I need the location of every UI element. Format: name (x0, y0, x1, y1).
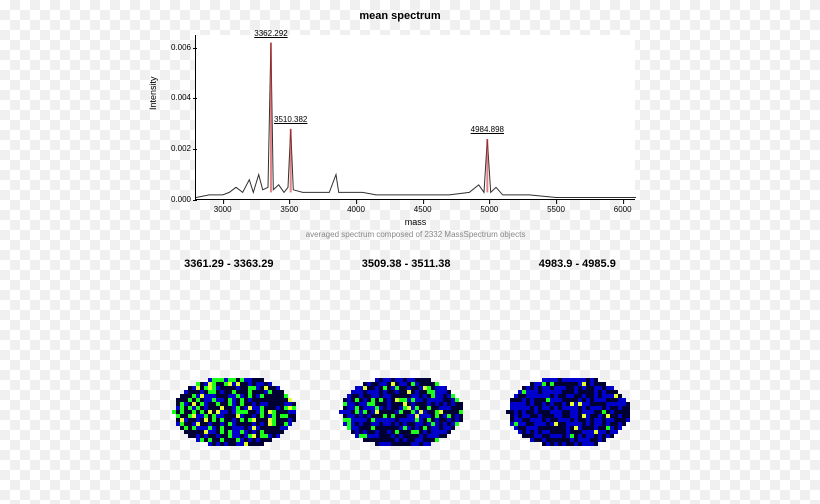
peak-label: 4984.898 (471, 125, 504, 134)
msi-image-1 (168, 370, 298, 450)
y-tick: 0.004 (161, 93, 191, 102)
y-tick: 0.002 (161, 144, 191, 153)
x-tick: 5500 (547, 205, 565, 214)
chart-subcaption: averaged spectrum composed of 2332 MassS… (196, 230, 635, 239)
msi-image-2 (335, 370, 465, 450)
range-label: 3509.38 - 3511.38 (362, 258, 451, 270)
spectrum-svg (196, 35, 636, 200)
chart-title: mean spectrum (140, 10, 660, 22)
x-tick: 4500 (414, 205, 432, 214)
range-label-row: 3361.29 - 3363.29 3509.38 - 3511.38 4983… (140, 258, 660, 270)
y-tick: 0.000 (161, 195, 191, 204)
msi-image-3 (502, 370, 632, 450)
range-label: 4983.9 - 4985.9 (539, 258, 616, 270)
spectrum-plot-area: mass averaged spectrum composed of 2332 … (195, 35, 635, 200)
spectrum-panel: mean spectrum Intensity mass averaged sp… (140, 10, 660, 230)
y-axis-label: Intensity (148, 76, 158, 110)
peak-label: 3362.292 (254, 29, 287, 38)
x-tick: 3500 (280, 205, 298, 214)
x-tick: 5000 (480, 205, 498, 214)
y-tick: 0.006 (161, 43, 191, 52)
x-tick: 4000 (347, 205, 365, 214)
x-axis-label: mass (196, 217, 635, 227)
x-tick: 3000 (214, 205, 232, 214)
range-label: 3361.29 - 3363.29 (184, 258, 273, 270)
msi-image-row (150, 370, 650, 450)
x-tick: 6000 (614, 205, 632, 214)
peak-label: 3510.382 (274, 115, 307, 124)
